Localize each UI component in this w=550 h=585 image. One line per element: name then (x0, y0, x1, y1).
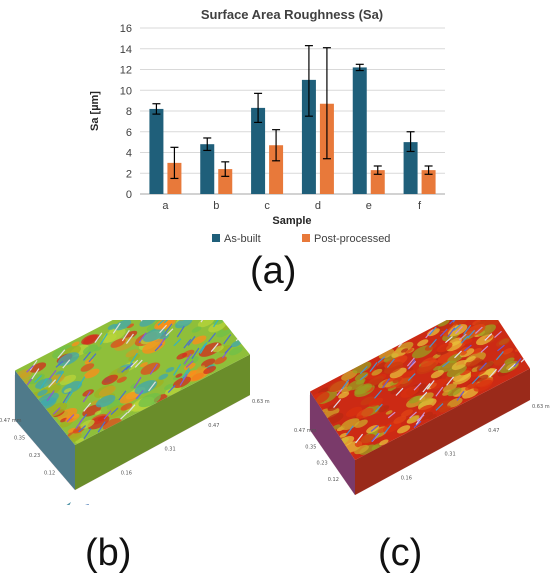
orientation-gizmo-icon (66, 502, 71, 505)
surface-front (75, 354, 250, 490)
bar-post-processed (370, 170, 385, 194)
surface-side (310, 391, 355, 495)
bar-as-built (251, 107, 266, 194)
bar-as-built (352, 67, 367, 194)
y-tick-label: 8 (126, 106, 132, 118)
orientation-gizmo-icon (85, 504, 89, 505)
legend-swatch (302, 234, 310, 242)
axis-tick-x: 0.63 mm (532, 404, 550, 410)
panel-label-c: (c) (378, 532, 423, 574)
y-tick-label: 16 (120, 23, 132, 35)
axis-tick-y: 0.35 (305, 444, 316, 450)
y-tick-label: 12 (120, 65, 132, 77)
panel-label-a: (a) (250, 250, 297, 292)
bar-as-built (403, 142, 418, 194)
y-tick-label: 10 (120, 85, 132, 97)
bar-post-processed (269, 145, 284, 194)
roughness-bar-chart: Surface Area Roughness (Sa) 0 2 4 6 8 10 12 14 16… (89, 7, 445, 245)
x-tick-label: d (315, 200, 321, 212)
y-tick-label: 2 (126, 168, 132, 180)
y-tick-label: 4 (126, 148, 132, 160)
axis-tick-y: 0.47 mm (0, 418, 22, 424)
surface-side (15, 370, 75, 490)
x-tick-label: c (264, 200, 270, 212)
legend-swatch (212, 234, 220, 242)
x-tick-label: a (162, 200, 169, 212)
y-tick-label: 6 (126, 127, 132, 139)
bar-as-built (149, 108, 164, 194)
axis-tick-y: 0.12 (328, 477, 339, 483)
y-tick-label: 0 (126, 189, 132, 201)
y-axis-label: Sa [µm] (89, 91, 101, 131)
bar-post-processed (218, 169, 233, 194)
chart-title: Surface Area Roughness (Sa) (201, 7, 383, 22)
axis-tick-x: 0.31 (165, 447, 176, 453)
x-tick-label: f (418, 200, 422, 212)
axis-tick-x: 0.16 (121, 470, 132, 476)
bar-post-processed (421, 170, 436, 194)
axis-tick-y: 0.47 mm (294, 428, 317, 434)
panel-label-b: (b) (85, 532, 132, 574)
axis-tick-y: 0.23 (317, 461, 328, 467)
x-tick-label: b (213, 200, 219, 212)
legend-label: Post-processed (314, 233, 390, 245)
x-axis-label: Sample (272, 215, 311, 227)
axis-tick-y: 0.35 (14, 436, 25, 442)
surface-plot-c: 0.16 0.31 0.47 0.63 mm 0.12 0.23 0.35 0.47 mm (294, 320, 550, 496)
axis-tick-x: 0.63 mm (252, 399, 270, 405)
surface-plot-b: 0.16 0.31 0.47 0.63 mm 0.12 0.23 0.35 0.47 mm (0, 320, 270, 505)
axis-tick-x: 0.47 (488, 428, 499, 434)
y-tick-label: 14 (120, 44, 132, 56)
axis-tick-y: 0.23 (29, 453, 40, 459)
axis-tick-x: 0.47 (208, 423, 219, 429)
axis-tick-x: 0.16 (401, 475, 412, 481)
axis-tick-x: 0.31 (445, 452, 456, 458)
legend-label: As-built (224, 233, 261, 245)
bar-as-built (301, 79, 316, 194)
surface-front (355, 368, 530, 495)
x-tick-label: e (366, 200, 372, 212)
axis-tick-y: 0.12 (44, 471, 55, 477)
surface-texture (310, 320, 529, 457)
bar-as-built (200, 144, 215, 194)
